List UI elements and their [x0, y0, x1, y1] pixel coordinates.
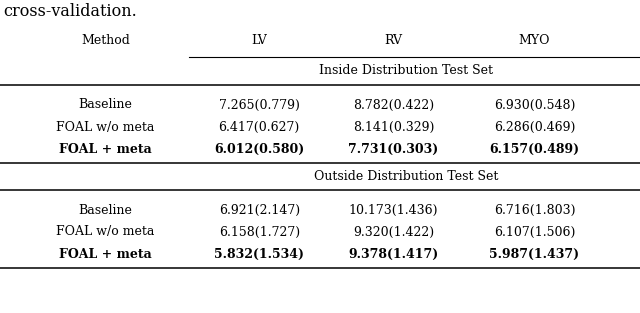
- Text: MYO: MYO: [518, 33, 550, 47]
- Text: 6.716(1.803): 6.716(1.803): [493, 203, 575, 217]
- Text: 9.320(1.422): 9.320(1.422): [353, 225, 434, 239]
- Text: 7.731(0.303): 7.731(0.303): [348, 142, 439, 156]
- Text: 10.173(1.436): 10.173(1.436): [349, 203, 438, 217]
- Text: 7.265(0.779): 7.265(0.779): [219, 99, 300, 111]
- Text: 6.417(0.627): 6.417(0.627): [219, 121, 300, 134]
- Text: Outside Distribution Test Set: Outside Distribution Test Set: [314, 170, 499, 182]
- Text: LV: LV: [252, 33, 267, 47]
- Text: 9.378(1.417): 9.378(1.417): [348, 248, 439, 260]
- Text: Baseline: Baseline: [79, 99, 132, 111]
- Text: 6.930(0.548): 6.930(0.548): [493, 99, 575, 111]
- Text: FOAL + meta: FOAL + meta: [60, 142, 152, 156]
- Text: cross-validation.: cross-validation.: [3, 3, 137, 19]
- Text: FOAL w/o meta: FOAL w/o meta: [56, 225, 155, 239]
- Text: 6.158(1.727): 6.158(1.727): [219, 225, 300, 239]
- Text: 6.157(0.489): 6.157(0.489): [490, 142, 579, 156]
- Text: FOAL + meta: FOAL + meta: [60, 248, 152, 260]
- Text: 6.286(0.469): 6.286(0.469): [493, 121, 575, 134]
- Text: Method: Method: [81, 33, 130, 47]
- Text: 8.141(0.329): 8.141(0.329): [353, 121, 435, 134]
- Text: 6.921(2.147): 6.921(2.147): [219, 203, 300, 217]
- Text: 6.012(0.580): 6.012(0.580): [214, 142, 305, 156]
- Text: 6.107(1.506): 6.107(1.506): [493, 225, 575, 239]
- Text: 5.832(1.534): 5.832(1.534): [214, 248, 304, 260]
- Text: 5.987(1.437): 5.987(1.437): [490, 248, 579, 260]
- Text: RV: RV: [385, 33, 403, 47]
- Text: Inside Distribution Test Set: Inside Distribution Test Set: [319, 64, 493, 78]
- Text: 8.782(0.422): 8.782(0.422): [353, 99, 434, 111]
- Text: FOAL w/o meta: FOAL w/o meta: [56, 121, 155, 134]
- Text: Baseline: Baseline: [79, 203, 132, 217]
